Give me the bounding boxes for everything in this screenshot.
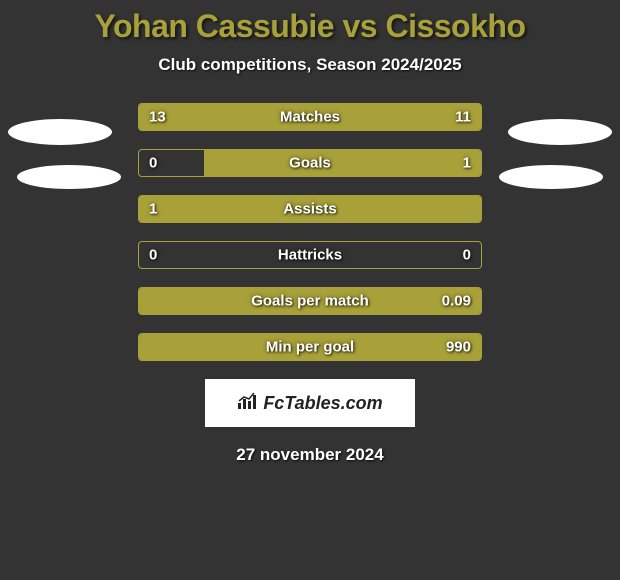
- stat-row-goals: 0 Goals 1: [138, 149, 482, 177]
- stat-row-hattricks: 0 Hattricks 0: [138, 241, 482, 269]
- stat-area: 13 Matches 11 0 Goals 1 1 Assists: [0, 103, 620, 361]
- stat-row-assists: 1 Assists: [138, 195, 482, 223]
- stat-value-left: 0: [149, 247, 157, 264]
- stat-row-min-per-goal: Min per goal 990: [138, 333, 482, 361]
- logo-box[interactable]: FcTables.com: [205, 379, 415, 427]
- player-right-ellipse-1: [508, 119, 612, 145]
- logo-text: FcTables.com: [263, 393, 382, 414]
- logo: FcTables.com: [237, 392, 382, 415]
- stat-label: Hattricks: [278, 247, 342, 264]
- date: 27 november 2024: [0, 445, 620, 465]
- player-right-ellipse-2: [499, 165, 603, 189]
- comparison-card: Yohan Cassubie vs Cissokho Club competit…: [0, 0, 620, 465]
- stat-value-left: 0: [149, 155, 157, 172]
- subtitle: Club competitions, Season 2024/2025: [0, 55, 620, 75]
- stat-label: Goals: [289, 155, 331, 172]
- chart-icon: [237, 392, 259, 415]
- stat-value-left: 13: [149, 109, 166, 126]
- stat-value-right: 1: [463, 155, 471, 172]
- stat-value-left: 1: [149, 201, 157, 218]
- stat-row-goals-per-match: Goals per match 0.09: [138, 287, 482, 315]
- stat-row-matches: 13 Matches 11: [138, 103, 482, 131]
- stat-label: Min per goal: [266, 339, 354, 356]
- stat-label: Goals per match: [251, 293, 369, 310]
- page-title: Yohan Cassubie vs Cissokho: [0, 8, 620, 45]
- stat-value-right: 0.09: [442, 293, 471, 310]
- player-left-ellipse-1: [8, 119, 112, 145]
- stat-value-right: 11: [455, 109, 471, 126]
- stat-value-right: 990: [446, 339, 471, 356]
- stat-label: Assists: [283, 201, 336, 218]
- stat-bars: 13 Matches 11 0 Goals 1 1 Assists: [138, 103, 482, 361]
- stat-label: Matches: [280, 109, 340, 126]
- player-left-ellipse-2: [17, 165, 121, 189]
- stat-value-right: 0: [463, 247, 471, 264]
- bar-fill-right: [204, 150, 481, 176]
